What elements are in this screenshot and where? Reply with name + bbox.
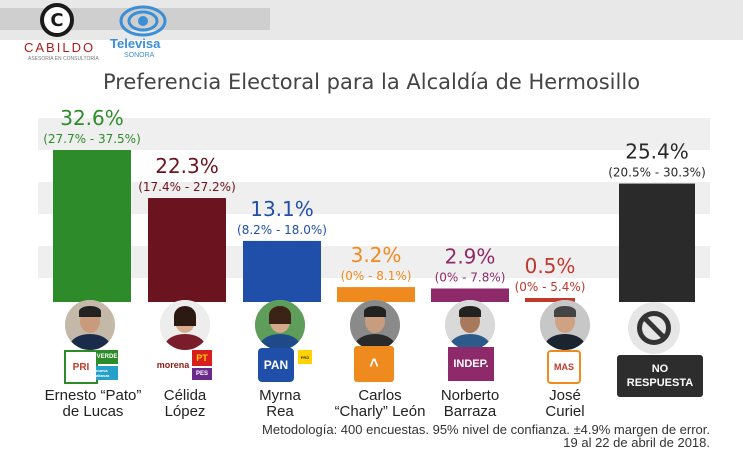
candidate-photo-curiel [540, 300, 590, 350]
no-response-line2: RESPUESTA [626, 377, 694, 389]
bar-range-label-1: (17.4% - 27.2%) [138, 180, 236, 194]
televisa-logo: Televisa [110, 36, 161, 51]
verde-logo: VERDE [96, 350, 118, 364]
candidate-name-line2: Curiel [545, 403, 585, 420]
bar-0 [53, 150, 131, 302]
bar-range-label-4: (0% - 7.8%) [435, 270, 506, 284]
mc-logo: ˄ [354, 346, 394, 382]
televisa-logo-icon [119, 5, 167, 37]
bar-1 [148, 198, 226, 302]
chart-title: Preferencia Electoral para la Alcaldía d… [102, 70, 641, 94]
bar-2 [243, 240, 321, 302]
candidate-name-line1: Myrna [259, 387, 301, 404]
candidate-photo-de-lucas [65, 300, 115, 350]
mas-logo: MAS [547, 350, 581, 384]
candidate-photo-lopez [160, 300, 210, 350]
televisa-logo-sub: SONORA [124, 52, 155, 59]
candidate-name-rea: Myrna Rea [240, 388, 320, 420]
candidate-photo-barraza [445, 300, 495, 350]
candidate-photo-leon [350, 300, 400, 350]
candidate-name-line2: “Charly” León [334, 403, 426, 420]
pes-logo: PES [192, 368, 212, 380]
candidate-name-de-lucas: Ernesto “Pato” de Lucas [37, 388, 149, 420]
cabildo-logo: CABILDO [24, 40, 96, 55]
indep-logo: INDEP. [448, 347, 494, 381]
copyright-logo-icon: C [40, 3, 74, 37]
bar-value-label-6: 25.4% [625, 140, 689, 164]
candidate-name-line2: López [164, 403, 206, 420]
pan-logo: PAN [258, 348, 294, 382]
candidate-name-leon: Carlos “Charly” León [325, 388, 435, 420]
pt-logo: PT [192, 350, 212, 366]
candidate-name-line2: de Lucas [62, 403, 124, 420]
candidate-name-line2: Barraza [443, 403, 497, 420]
bar-4 [431, 288, 509, 302]
no-entry-icon [628, 302, 680, 354]
candidate-name-lopez: Célida López [145, 388, 225, 420]
bar-range-label-5: (0% - 5.4%) [515, 280, 586, 294]
bar-3 [337, 287, 415, 302]
bar-value-label-0: 32.6% [60, 106, 124, 130]
bar-value-label-3: 3.2% [351, 243, 402, 267]
no-response-line1: NO [651, 363, 669, 375]
methodology-line1: Metodología: 400 encuestas. 95% nivel de… [262, 422, 710, 437]
bar-6 [619, 183, 695, 302]
methodology-note: Metodología: 400 encuestas. 95% nivel de… [200, 423, 710, 449]
candidate-name-line1: José [549, 387, 581, 404]
bar-range-label-0: (27.7% - 37.5%) [43, 132, 141, 146]
cabildo-logo-sub: ASESORÍA EN CONSULTORÍA [28, 56, 99, 62]
methodology-line2: 19 al 22 de abril de 2018. [563, 435, 710, 450]
candidate-name-line1: Norberto [440, 387, 500, 404]
bar-value-label-1: 22.3% [155, 154, 219, 178]
bar-value-label-2: 13.1% [250, 197, 314, 221]
bar-value-label-5: 0.5% [525, 254, 576, 278]
bar-range-label-6: (20.5% - 30.3%) [608, 166, 706, 180]
candidate-name-line2: Rea [266, 403, 294, 420]
candidate-name-curiel: José Curiel [525, 388, 605, 420]
candidate-name-line1: Carlos [358, 387, 402, 404]
candidate-name-line1: Célida [163, 387, 207, 404]
no-response-badge: NO RESPUESTA [617, 355, 703, 397]
candidate-name-barraza: Norberto Barraza [430, 388, 510, 420]
candidate-photo-rea [255, 300, 305, 350]
bar-range-label-2: (8.2% - 18.0%) [237, 223, 327, 237]
morena-logo: morena [157, 354, 189, 376]
bar-range-label-3: (0% - 8.1%) [341, 269, 412, 283]
bar-value-label-4: 2.9% [445, 244, 496, 268]
pri-logo: PRI [64, 350, 98, 384]
prd-logo: PRD [298, 350, 312, 364]
nueva-alianza-logo: nueva alianza [96, 366, 118, 380]
candidate-name-line1: Ernesto “Pato” [44, 387, 142, 404]
